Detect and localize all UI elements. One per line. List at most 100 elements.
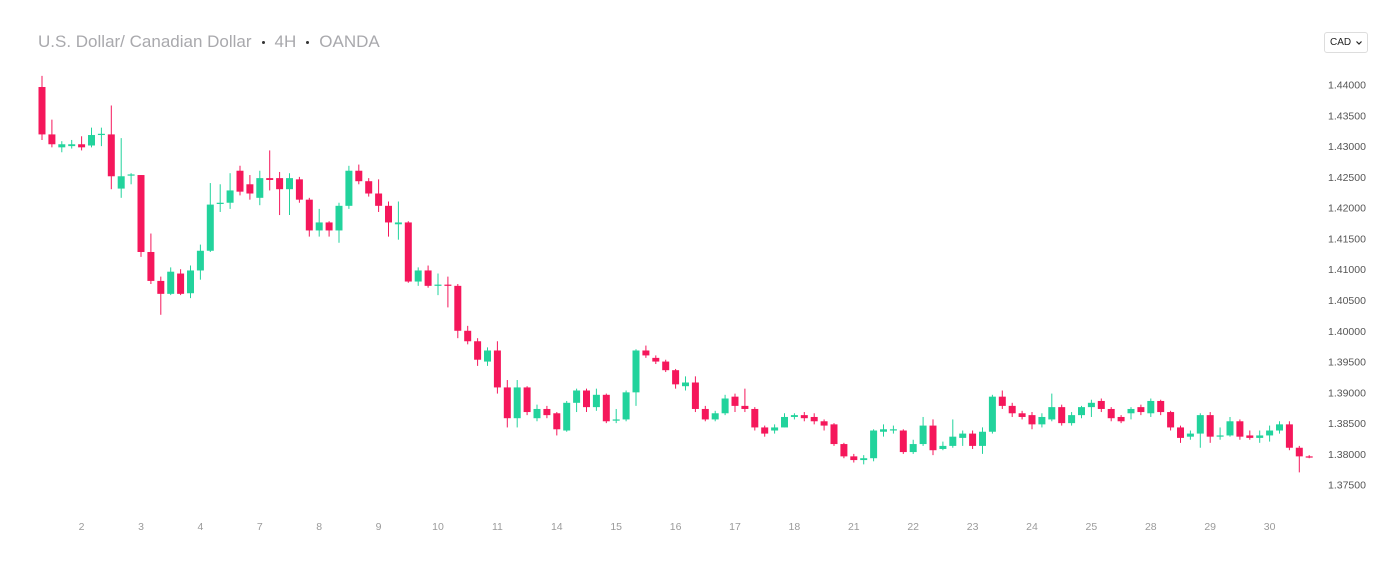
candle-body <box>602 394 610 422</box>
candle-body <box>810 416 818 422</box>
candle-body <box>1236 421 1244 437</box>
candle-body <box>612 419 620 421</box>
candle-body <box>781 416 788 428</box>
x-tick-label: 10 <box>432 521 444 533</box>
candle-body <box>899 430 907 453</box>
x-tick-label: 4 <box>197 521 203 533</box>
candle-body <box>484 350 491 362</box>
candle-body <box>1186 433 1194 437</box>
y-tick-label: 1.41500 <box>1328 233 1366 245</box>
candle-body <box>1305 456 1313 458</box>
candle-body <box>988 396 996 432</box>
candle-body <box>97 133 105 136</box>
candle-body <box>1048 407 1056 420</box>
y-tick-label: 1.38000 <box>1328 449 1366 461</box>
candle-body <box>771 427 779 431</box>
candle-body <box>385 205 392 223</box>
x-tick-label: 2 <box>79 521 85 533</box>
candle-body <box>830 424 838 445</box>
candle-body <box>117 176 125 189</box>
candle-body <box>949 436 957 446</box>
candle-body <box>127 174 135 176</box>
candle-body <box>58 144 66 148</box>
y-tick-label: 1.40500 <box>1328 295 1366 307</box>
candle-body <box>286 178 293 190</box>
candle-body <box>1276 424 1283 431</box>
candle-body <box>38 87 46 135</box>
candle-body <box>800 415 808 419</box>
candle-body <box>1266 430 1274 436</box>
candle-body <box>1127 408 1135 414</box>
candle-body <box>1256 435 1264 438</box>
candle-body <box>246 184 254 194</box>
candle-body <box>206 204 214 251</box>
interval: 4H <box>274 32 297 51</box>
candle-body <box>1137 407 1145 413</box>
candle-body <box>424 270 432 286</box>
candle-body <box>563 402 571 431</box>
y-tick-label: 1.42000 <box>1328 203 1366 215</box>
x-tick-label: 9 <box>376 521 382 533</box>
candle-body <box>1196 415 1204 434</box>
candle-body <box>1167 412 1175 428</box>
candle-body <box>196 250 204 271</box>
candle-body <box>1157 400 1165 413</box>
candle-body <box>493 350 501 388</box>
candle-body <box>523 387 531 413</box>
candle-body <box>137 175 145 252</box>
candle-body <box>375 193 383 206</box>
candle-body <box>1028 415 1036 425</box>
candle-body <box>187 270 194 294</box>
candle-body <box>721 398 729 414</box>
y-tick-label: 1.39500 <box>1328 357 1366 369</box>
candle-body <box>1038 416 1046 425</box>
chart-title: U.S. Dollar/ Canadian Dollar <box>38 32 252 51</box>
candle-body <box>632 350 640 393</box>
y-tick-label: 1.43500 <box>1328 110 1366 122</box>
candle-body <box>1058 407 1066 424</box>
candle-body <box>1226 421 1234 436</box>
candle-body <box>909 444 917 453</box>
candle-body <box>276 178 284 190</box>
candle-body <box>583 390 590 408</box>
candle-body <box>790 415 798 417</box>
candle-body <box>1295 447 1303 457</box>
candle-body <box>701 408 709 420</box>
candle-body <box>88 135 95 146</box>
candle-body <box>147 251 155 281</box>
candle-body <box>1078 407 1085 416</box>
candle-body <box>355 170 363 182</box>
y-tick-label: 1.40000 <box>1328 326 1366 338</box>
x-tick-label: 18 <box>789 521 801 533</box>
candle-body <box>880 429 887 432</box>
dropdown-arrow <box>1356 40 1362 45</box>
x-tick-label: 8 <box>316 521 322 533</box>
candle-body <box>979 431 986 446</box>
candle-body <box>1147 400 1155 414</box>
candle-body <box>48 134 56 145</box>
candle-body <box>107 134 115 177</box>
candle-body <box>335 205 343 231</box>
candle-body <box>365 181 373 194</box>
x-tick-label: 28 <box>1145 521 1157 533</box>
candle-body <box>929 425 937 451</box>
candle-body <box>889 429 897 431</box>
candle-body <box>691 382 699 409</box>
candle-body <box>1117 416 1125 422</box>
candle-body <box>1087 402 1095 408</box>
x-tick-label: 16 <box>670 521 682 533</box>
candle-body <box>394 222 402 225</box>
candle-body <box>78 144 86 148</box>
candle-body <box>68 144 76 147</box>
currency-select[interactable]: CAD <box>1324 32 1368 53</box>
candle-body <box>513 387 521 419</box>
candle-body <box>998 396 1006 406</box>
candle-body <box>256 178 264 198</box>
candle-body <box>454 285 462 331</box>
x-tick-label: 7 <box>257 521 263 533</box>
x-tick-label: 22 <box>907 521 919 533</box>
candle-body <box>820 421 828 426</box>
candle-body <box>266 178 274 180</box>
y-tick-label: 1.44000 <box>1328 80 1366 92</box>
x-tick-label: 15 <box>610 521 622 533</box>
